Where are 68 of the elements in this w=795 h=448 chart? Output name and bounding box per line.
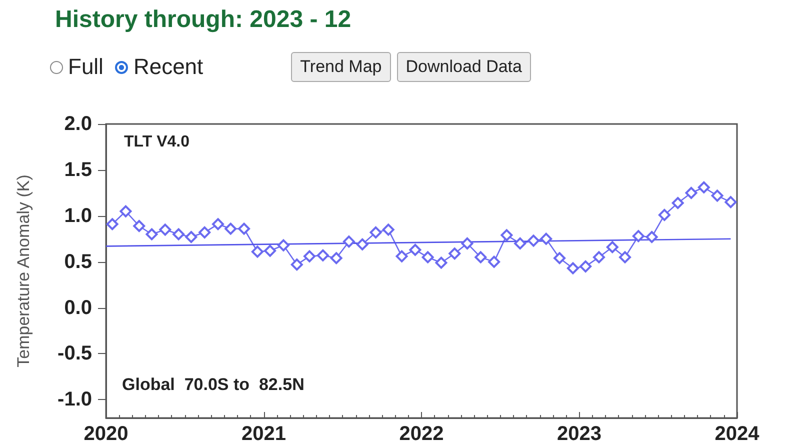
point	[277, 239, 290, 252]
y-tick-label: 1.0	[64, 204, 92, 227]
text: Trend Map	[291, 52, 391, 82]
point	[290, 258, 303, 271]
y-tick-label: 0.0	[64, 296, 92, 319]
point	[672, 197, 684, 210]
point	[159, 224, 172, 236]
point	[685, 186, 698, 199]
point	[448, 248, 461, 260]
point	[409, 244, 422, 256]
y-tick-label: -1.0	[58, 388, 92, 411]
y-tick-label: 1.5	[64, 158, 92, 181]
point	[316, 249, 329, 262]
point	[724, 196, 737, 208]
point	[356, 238, 368, 250]
x-tick-label: 2022	[399, 423, 444, 445]
point	[133, 220, 146, 232]
point	[711, 190, 724, 202]
point	[303, 250, 316, 262]
point	[106, 218, 118, 230]
text: Download Data	[396, 52, 531, 82]
point	[330, 252, 342, 264]
point	[698, 181, 710, 194]
y-tick-label: 0.5	[64, 250, 92, 273]
point	[198, 226, 211, 238]
point	[632, 230, 644, 242]
point	[474, 251, 487, 264]
point	[370, 226, 382, 238]
x-tick-label: 2020	[84, 423, 128, 445]
annotation: TLT V4.0	[124, 134, 190, 150]
point	[618, 251, 631, 264]
point	[514, 237, 526, 250]
point	[120, 205, 132, 218]
point	[435, 256, 448, 269]
point	[646, 231, 658, 244]
point	[606, 241, 618, 254]
point	[540, 232, 552, 245]
x-tick-label: 2023	[557, 423, 602, 445]
point	[592, 251, 605, 264]
point	[528, 234, 540, 247]
point	[580, 260, 592, 272]
y-axis-title: Temperature Anomaly (K)	[14, 174, 33, 368]
point	[396, 250, 408, 262]
y-tick-label: -0.5	[58, 342, 92, 365]
point	[185, 231, 198, 244]
x-tick-label: 2024	[714, 423, 760, 445]
point	[422, 251, 434, 264]
chart-title: History through: 2023 - 12	[55, 6, 352, 34]
point	[212, 218, 224, 230]
text: Recent	[132, 54, 204, 80]
y-tick-label: 2.0	[64, 113, 92, 135]
point	[554, 252, 566, 264]
point	[658, 208, 670, 221]
point	[172, 228, 185, 240]
point	[500, 229, 513, 242]
point	[238, 222, 250, 235]
point	[251, 246, 264, 258]
text: Full	[67, 54, 104, 80]
point	[566, 262, 579, 274]
point	[146, 228, 158, 240]
point	[461, 237, 474, 250]
point	[342, 236, 355, 248]
point	[382, 224, 394, 236]
point	[264, 244, 276, 257]
point	[488, 256, 500, 268]
point	[224, 222, 237, 235]
annotation: Global 70.0S to 82.5N	[122, 375, 304, 394]
x-tick-label: 2021	[242, 423, 286, 445]
